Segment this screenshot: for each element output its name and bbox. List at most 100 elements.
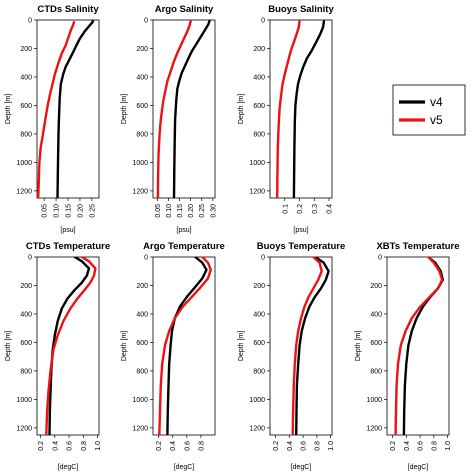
- y-tick-label: 200: [136, 283, 148, 290]
- plot-frame: [152, 256, 216, 436]
- y-tick-label: 1000: [132, 160, 148, 167]
- series-line-v5: [394, 257, 444, 435]
- y-axis-label: Depth [m]: [5, 94, 12, 124]
- x-tick-label: 0.15: [66, 204, 73, 218]
- y-tick-label: 600: [20, 103, 32, 110]
- x-tick-label: 0.25: [89, 204, 96, 218]
- y-tick-label: 600: [253, 340, 265, 347]
- y-tick-label: 1000: [249, 397, 265, 404]
- x-axis-label: [degC]: [291, 464, 312, 471]
- y-tick-label: 1200: [249, 425, 265, 432]
- y-tick-label: 800: [136, 368, 148, 375]
- y-tick-label: 0: [144, 255, 148, 262]
- y-tick-label: 400: [20, 74, 32, 81]
- series-line-v4: [166, 257, 208, 435]
- y-tick-label: 200: [370, 283, 382, 290]
- panel-title: XBTs Temperature: [376, 241, 459, 252]
- y-tick-label: 400: [253, 74, 265, 81]
- y-tick-label: 200: [253, 46, 265, 53]
- y-tick-label: 800: [253, 131, 265, 138]
- x-tick-label: 0.05: [155, 204, 162, 218]
- y-tick-label: 400: [136, 74, 148, 81]
- panel-5: Buoys Temperature 0 200 400 600 800 1000 1200 De…: [238, 241, 345, 471]
- y-tick-label: 200: [20, 283, 32, 290]
- y-tick-label: 400: [20, 311, 32, 318]
- x-tick-label: 0.8: [431, 441, 438, 451]
- x-tick-label: 1.0: [328, 441, 335, 451]
- y-tick-label: 800: [20, 368, 32, 375]
- series-line-v4: [172, 20, 211, 198]
- x-tick-label: 0.4: [52, 441, 59, 451]
- x-tick-label: 0.4: [287, 441, 294, 451]
- y-tick-label: 800: [370, 368, 382, 375]
- legend-box: [392, 84, 466, 136]
- x-tick-label: 0.6: [418, 441, 425, 451]
- series-line-v4: [295, 257, 330, 435]
- y-tick-label: 800: [136, 131, 148, 138]
- x-axis-label: [psu]: [176, 227, 191, 234]
- panel-6: XBTs Temperature 0 200 400 600 800 1000 1200 Dep…: [355, 241, 460, 471]
- y-tick-label: 600: [253, 103, 265, 110]
- y-tick-label: 1200: [132, 425, 148, 432]
- y-tick-label: 1200: [132, 188, 148, 195]
- x-tick-label: 0.2: [273, 441, 280, 451]
- y-tick-label: 1000: [249, 160, 265, 167]
- y-tick-label: 400: [136, 311, 148, 318]
- plot-frame: [269, 256, 333, 436]
- y-tick-label: 1200: [16, 188, 32, 195]
- x-tick-label: 0.10: [166, 204, 173, 218]
- panel-3: CTDs Temperature 0 200 400 600 800 1000 1200 Dep…: [5, 241, 110, 471]
- y-tick-label: 200: [20, 46, 32, 53]
- x-tick-label: 1.0: [95, 441, 102, 451]
- x-axis-label: [psu]: [293, 227, 308, 234]
- y-tick-label: 400: [370, 311, 382, 318]
- y-tick-label: 0: [28, 18, 32, 25]
- y-tick-label: 1000: [366, 397, 382, 404]
- x-tick-label: 0.20: [77, 204, 84, 218]
- y-tick-label: 800: [253, 368, 265, 375]
- x-tick-label: 0.25: [199, 204, 206, 218]
- panel-title: Buoys Salinity: [268, 4, 334, 15]
- y-tick-label: 1200: [366, 425, 382, 432]
- panel-0: CTDs Salinity 0 200 400 600 800 1000 1200 Depth …: [5, 4, 100, 234]
- x-axis-label: [psu]: [60, 227, 75, 234]
- chart-panels: CTDs Salinity 0 200 400 600 800 1000 1200 Depth …: [5, 4, 460, 471]
- y-tick-label: 200: [136, 46, 148, 53]
- series-line-v4: [56, 20, 95, 198]
- y-axis-label: Depth [m]: [121, 331, 128, 361]
- x-tick-label: 0.8: [81, 441, 88, 451]
- x-tick-label: 0.4: [170, 441, 177, 451]
- legend-v4-label: v4: [430, 95, 443, 109]
- x-tick-label: 0.6: [67, 441, 74, 451]
- panel-1: Argo Salinity 0 200 400 600 800 1000 1200 Depth …: [121, 4, 217, 234]
- x-tick-label: 1.0: [445, 441, 452, 451]
- x-axis-label: [degC]: [174, 464, 195, 471]
- x-tick-label: 0.05: [42, 204, 49, 218]
- x-tick-label: 0.6: [301, 441, 308, 451]
- x-tick-label: 0.2: [390, 441, 397, 451]
- y-tick-label: 600: [136, 103, 148, 110]
- x-tick-label: 0.4: [327, 204, 334, 214]
- plot-frame: [386, 256, 450, 436]
- y-tick-label: 0: [28, 255, 32, 262]
- legend-v5-label: v5: [430, 113, 443, 127]
- series-line-v5: [158, 257, 213, 435]
- x-tick-label: 0.30: [210, 204, 217, 218]
- x-tick-label: 0.2: [38, 441, 45, 451]
- y-tick-label: 600: [20, 340, 32, 347]
- y-tick-label: 400: [253, 311, 265, 318]
- y-axis-label: Depth [m]: [238, 331, 245, 361]
- panel-title: CTDs Temperature: [26, 241, 110, 252]
- y-axis-label: Depth [m]: [5, 331, 12, 361]
- panel-4: Argo Temperature 0 200 400 600 800 1000 1200 Dep…: [121, 241, 225, 471]
- series-line-v5: [276, 20, 301, 198]
- x-tick-label: 0.6: [184, 441, 191, 451]
- y-tick-label: 0: [261, 18, 265, 25]
- series-line-v4: [292, 20, 326, 198]
- series-line-v5: [291, 257, 323, 435]
- y-tick-label: 1200: [249, 188, 265, 195]
- y-axis-label: Depth [m]: [238, 94, 245, 124]
- plot-frame: [36, 256, 100, 436]
